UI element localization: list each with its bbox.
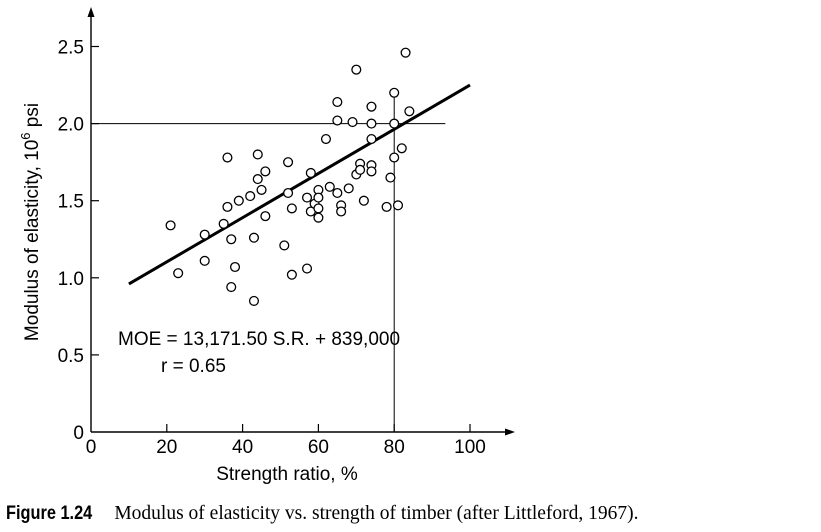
data-point <box>404 106 415 117</box>
x-tick-label: 40 <box>232 437 253 458</box>
data-point <box>332 187 343 199</box>
y-tick-label: 0.5 <box>58 346 84 367</box>
data-point <box>301 192 313 203</box>
data-point <box>381 201 392 212</box>
y-axis-title-unit: psi <box>22 103 43 133</box>
regression-equation: MOE = 13,171.50 S.R. + 839,000 <box>118 329 400 350</box>
data-point <box>260 211 271 222</box>
data-point <box>248 295 260 306</box>
y-axis-title-exponent: 6 <box>18 132 33 139</box>
data-point <box>392 200 404 211</box>
data-point <box>226 282 237 293</box>
regression-line-group <box>128 83 471 286</box>
data-point <box>252 174 263 185</box>
regression-line <box>128 83 471 286</box>
data-point <box>385 172 396 183</box>
data-point <box>324 181 335 192</box>
data-point <box>389 87 400 98</box>
caption-text: Modulus of elasticity vs. strength of ti… <box>114 503 639 524</box>
data-point <box>279 240 290 251</box>
data-point <box>256 184 267 195</box>
data-point <box>173 268 184 279</box>
x-tick-label: 0 <box>86 437 97 458</box>
data-point <box>301 263 313 274</box>
data-point <box>222 152 233 163</box>
caption-label: Figure 1.24 <box>6 503 93 524</box>
data-point <box>366 101 377 112</box>
data-point <box>305 167 316 178</box>
data-point <box>332 115 343 126</box>
data-point <box>283 157 294 168</box>
y-tick-label: 0 <box>73 423 84 444</box>
data-point <box>233 195 244 206</box>
x-tick-label: 20 <box>156 437 177 458</box>
data-point <box>320 133 332 145</box>
data-points <box>165 47 415 306</box>
data-point <box>218 218 229 229</box>
data-point <box>351 64 362 75</box>
data-point <box>248 232 260 243</box>
data-point <box>366 118 377 129</box>
data-point <box>199 255 210 266</box>
data-point <box>283 187 294 199</box>
data-point <box>400 47 411 58</box>
data-point <box>313 212 324 223</box>
y-tick-label: 1.5 <box>58 192 84 213</box>
data-point <box>347 117 358 128</box>
x-ticks: 0 20 40 60 80 100 <box>86 424 486 458</box>
figure-caption: Figure 1.24 Modulus of elasticity vs. str… <box>6 503 818 525</box>
x-tick-label: 60 <box>308 437 329 458</box>
y-ticks: 0 0.5 1.0 1.5 2.0 2.5 <box>58 38 99 444</box>
data-point <box>358 195 369 206</box>
data-point <box>396 143 407 154</box>
y-tick-label: 1.0 <box>58 269 84 290</box>
data-point <box>245 191 256 202</box>
data-point <box>229 261 241 273</box>
y-tick-label: 2.0 <box>58 115 84 136</box>
data-point <box>313 192 324 203</box>
data-point <box>336 206 347 217</box>
data-point <box>226 234 237 245</box>
correlation-coefficient: r = 0.65 <box>161 356 226 377</box>
data-point <box>260 166 271 177</box>
y-tick-label: 2.5 <box>58 38 84 59</box>
data-point <box>389 118 400 129</box>
reference-lines <box>91 92 446 432</box>
data-point <box>222 201 233 212</box>
data-point <box>286 269 297 280</box>
data-point <box>286 203 297 214</box>
data-point <box>252 149 263 160</box>
x-tick-label: 80 <box>384 437 405 458</box>
data-point <box>389 152 400 163</box>
data-point <box>199 229 210 240</box>
data-point <box>313 203 324 214</box>
data-point <box>165 220 176 231</box>
data-point <box>366 133 377 145</box>
x-tick-label: 100 <box>454 437 486 458</box>
y-axis-title: Modulus of elasticity, 106 psi <box>18 103 43 341</box>
data-point <box>355 164 366 175</box>
data-point <box>332 96 343 108</box>
data-point <box>343 183 354 194</box>
x-axis-title: Strength ratio, % <box>216 464 358 485</box>
data-point <box>366 166 377 177</box>
